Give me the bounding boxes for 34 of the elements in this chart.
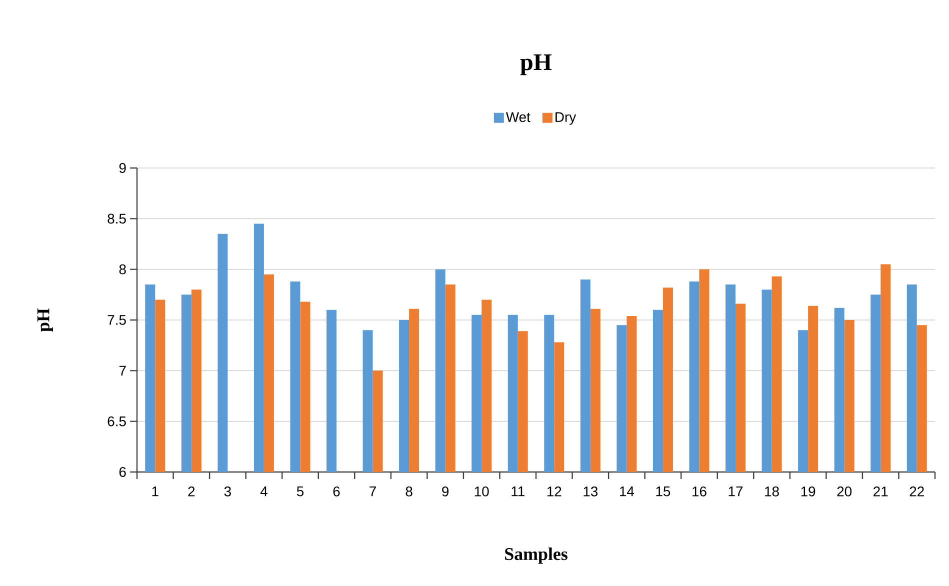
x-tick-label: 20 xyxy=(837,486,852,496)
x-tick-label: 9 xyxy=(442,486,449,496)
x-tick-label: 12 xyxy=(547,486,562,496)
y-axis-title: pH xyxy=(37,308,53,332)
x-tick-label: 4 xyxy=(260,486,268,496)
x-tick-label: 21 xyxy=(874,486,888,496)
x-tick-label: 18 xyxy=(765,486,779,496)
x-tick-label: 1 xyxy=(152,486,158,496)
x-tick-label: 16 xyxy=(692,486,706,496)
x-tick-label: 7 xyxy=(370,486,376,496)
y-tick-label: 7 xyxy=(119,366,126,376)
chart-title: pH xyxy=(520,54,552,76)
y-tick-label: 7.5 xyxy=(108,315,126,325)
x-axis-title: Samples xyxy=(505,547,568,564)
y-tick-label: 6.5 xyxy=(108,416,126,426)
x-tick-label: 19 xyxy=(801,486,816,496)
x-tick-label: 13 xyxy=(584,486,598,496)
x-tick-label: 11 xyxy=(512,486,524,496)
x-tick-label: 3 xyxy=(224,486,231,496)
x-tick-label: 15 xyxy=(656,486,670,496)
x-tick-label: 8 xyxy=(406,486,412,496)
x-tick-label: 14 xyxy=(620,486,634,496)
x-tick-label: 5 xyxy=(296,486,304,496)
y-tick-label: 9 xyxy=(119,163,126,173)
x-tick-label: 17 xyxy=(728,486,743,496)
x-tick-label: 10 xyxy=(474,486,489,496)
legend-label: Wet xyxy=(506,112,530,122)
x-tick-label: 2 xyxy=(188,486,195,496)
y-tick-label: 8 xyxy=(119,264,126,274)
x-tick-label: 6 xyxy=(333,486,340,496)
legend-label: Dry xyxy=(556,112,576,125)
x-tick-label: 22 xyxy=(910,486,924,496)
y-tick-label: 6 xyxy=(119,467,126,477)
y-tick-label: 8.5 xyxy=(108,214,126,224)
